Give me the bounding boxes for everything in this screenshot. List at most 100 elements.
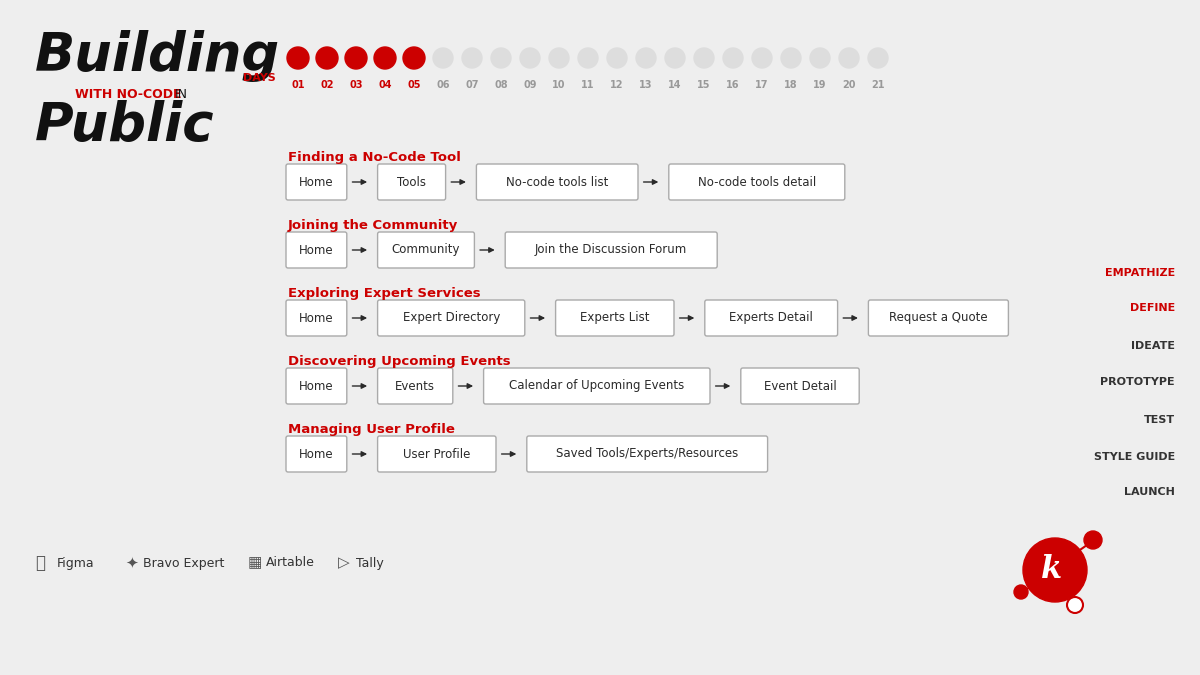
Text: 21: 21 bbox=[871, 80, 884, 90]
Circle shape bbox=[316, 47, 338, 69]
Text: 07: 07 bbox=[466, 80, 479, 90]
FancyBboxPatch shape bbox=[286, 164, 347, 200]
Circle shape bbox=[403, 47, 425, 69]
Circle shape bbox=[1022, 538, 1087, 602]
Text: 17: 17 bbox=[755, 80, 769, 90]
Text: Events: Events bbox=[395, 379, 436, 392]
Text: IN: IN bbox=[175, 88, 188, 101]
Text: ▷: ▷ bbox=[338, 556, 349, 570]
Text: Discovering Upcoming Events: Discovering Upcoming Events bbox=[288, 356, 511, 369]
FancyBboxPatch shape bbox=[378, 300, 524, 336]
FancyBboxPatch shape bbox=[476, 164, 638, 200]
Text: LAUNCH: LAUNCH bbox=[1124, 487, 1175, 497]
Text: 03: 03 bbox=[349, 80, 362, 90]
Circle shape bbox=[287, 47, 310, 69]
Circle shape bbox=[694, 48, 714, 68]
Text: 01: 01 bbox=[292, 80, 305, 90]
Text: Home: Home bbox=[299, 176, 334, 188]
FancyBboxPatch shape bbox=[740, 368, 859, 404]
FancyBboxPatch shape bbox=[378, 232, 474, 268]
Text: ⬛: ⬛ bbox=[35, 554, 46, 572]
Circle shape bbox=[839, 48, 859, 68]
Text: User Profile: User Profile bbox=[403, 448, 470, 460]
Text: Building: Building bbox=[35, 30, 280, 82]
Circle shape bbox=[636, 48, 656, 68]
FancyBboxPatch shape bbox=[527, 436, 768, 472]
FancyBboxPatch shape bbox=[378, 164, 445, 200]
Text: 04: 04 bbox=[378, 80, 391, 90]
Text: 11: 11 bbox=[581, 80, 595, 90]
Text: Tools: Tools bbox=[397, 176, 426, 188]
Circle shape bbox=[520, 48, 540, 68]
FancyBboxPatch shape bbox=[869, 300, 1008, 336]
Text: Calendar of Upcoming Events: Calendar of Upcoming Events bbox=[509, 379, 684, 392]
Circle shape bbox=[810, 48, 830, 68]
Text: Tally: Tally bbox=[356, 556, 384, 570]
Text: 13: 13 bbox=[640, 80, 653, 90]
Text: ▦: ▦ bbox=[248, 556, 263, 570]
Text: DEFINE: DEFINE bbox=[1129, 303, 1175, 313]
Text: Community: Community bbox=[391, 244, 461, 256]
Text: STYLE GUIDE: STYLE GUIDE bbox=[1093, 452, 1175, 462]
Circle shape bbox=[578, 48, 598, 68]
Text: No-code tools detail: No-code tools detail bbox=[697, 176, 816, 188]
FancyBboxPatch shape bbox=[484, 368, 710, 404]
Text: 15: 15 bbox=[697, 80, 710, 90]
Circle shape bbox=[1067, 597, 1084, 613]
Text: Finding a No-Code Tool: Finding a No-Code Tool bbox=[288, 151, 461, 165]
Text: 19: 19 bbox=[814, 80, 827, 90]
Text: 20: 20 bbox=[842, 80, 856, 90]
Text: Experts Detail: Experts Detail bbox=[730, 311, 814, 325]
FancyBboxPatch shape bbox=[704, 300, 838, 336]
Text: 05: 05 bbox=[407, 80, 421, 90]
Text: 08: 08 bbox=[494, 80, 508, 90]
Circle shape bbox=[752, 48, 772, 68]
Text: PROTOTYPE: PROTOTYPE bbox=[1100, 377, 1175, 387]
Circle shape bbox=[491, 48, 511, 68]
Text: IDEATE: IDEATE bbox=[1132, 341, 1175, 351]
Circle shape bbox=[550, 48, 569, 68]
Circle shape bbox=[1014, 585, 1028, 599]
FancyBboxPatch shape bbox=[505, 232, 718, 268]
FancyBboxPatch shape bbox=[286, 436, 347, 472]
Text: No-code tools list: No-code tools list bbox=[506, 176, 608, 188]
FancyBboxPatch shape bbox=[378, 368, 452, 404]
Text: Joining the Community: Joining the Community bbox=[288, 219, 458, 232]
FancyBboxPatch shape bbox=[668, 164, 845, 200]
FancyBboxPatch shape bbox=[286, 300, 347, 336]
Text: WITH NO-CODE: WITH NO-CODE bbox=[74, 88, 181, 101]
Text: Public: Public bbox=[35, 100, 215, 152]
Circle shape bbox=[1084, 531, 1102, 549]
Circle shape bbox=[462, 48, 482, 68]
Circle shape bbox=[433, 48, 454, 68]
Text: DAYS: DAYS bbox=[242, 73, 276, 83]
Text: Saved Tools/Experts/Resources: Saved Tools/Experts/Resources bbox=[556, 448, 738, 460]
Text: k: k bbox=[1042, 554, 1062, 585]
Text: Figma: Figma bbox=[58, 556, 95, 570]
Text: ✦: ✦ bbox=[125, 556, 138, 570]
Text: Airtable: Airtable bbox=[266, 556, 314, 570]
Circle shape bbox=[607, 48, 628, 68]
FancyBboxPatch shape bbox=[378, 436, 496, 472]
Text: Managing User Profile: Managing User Profile bbox=[288, 423, 455, 437]
Text: Expert Directory: Expert Directory bbox=[402, 311, 500, 325]
Text: Request a Quote: Request a Quote bbox=[889, 311, 988, 325]
Text: 02: 02 bbox=[320, 80, 334, 90]
Text: Home: Home bbox=[299, 379, 334, 392]
Circle shape bbox=[374, 47, 396, 69]
Text: 06: 06 bbox=[437, 80, 450, 90]
Text: EMPATHIZE: EMPATHIZE bbox=[1105, 268, 1175, 278]
Text: Home: Home bbox=[299, 311, 334, 325]
Text: TEST: TEST bbox=[1144, 415, 1175, 425]
Text: 10: 10 bbox=[552, 80, 565, 90]
FancyBboxPatch shape bbox=[286, 368, 347, 404]
Text: Home: Home bbox=[299, 244, 334, 256]
Circle shape bbox=[722, 48, 743, 68]
Text: Join the Discussion Forum: Join the Discussion Forum bbox=[535, 244, 688, 256]
Text: 14: 14 bbox=[668, 80, 682, 90]
Text: Experts List: Experts List bbox=[580, 311, 649, 325]
Text: Home: Home bbox=[299, 448, 334, 460]
Text: Bravo Expert: Bravo Expert bbox=[143, 556, 224, 570]
Circle shape bbox=[781, 48, 802, 68]
Text: Event Detail: Event Detail bbox=[763, 379, 836, 392]
